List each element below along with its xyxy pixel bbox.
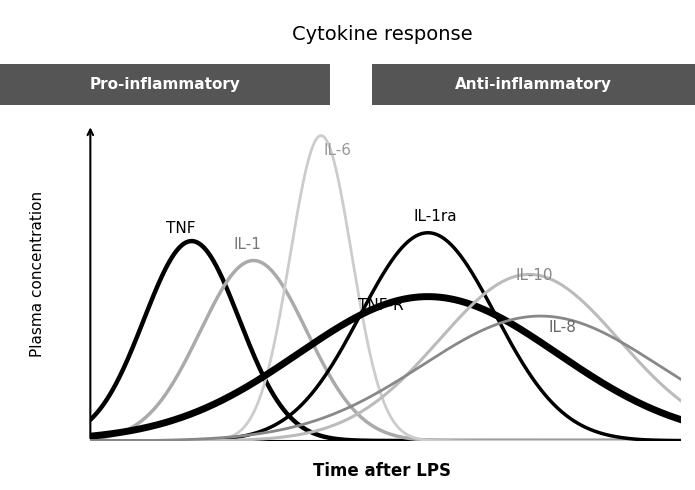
- Text: TNF: TNF: [166, 220, 196, 236]
- Text: Pro-inflammatory: Pro-inflammatory: [89, 77, 240, 92]
- Text: IL-8: IL-8: [549, 320, 577, 336]
- Text: IL-1: IL-1: [234, 237, 262, 252]
- Text: IL-10: IL-10: [515, 268, 553, 283]
- Text: Cytokine response: Cytokine response: [292, 24, 473, 44]
- Text: IL-1ra: IL-1ra: [414, 209, 457, 224]
- Text: TNF-R: TNF-R: [358, 298, 403, 313]
- Text: IL-6: IL-6: [324, 143, 352, 158]
- Text: Time after LPS: Time after LPS: [313, 462, 451, 480]
- Text: Plasma concentration: Plasma concentration: [30, 191, 44, 358]
- Text: Anti-inflammatory: Anti-inflammatory: [455, 77, 612, 92]
